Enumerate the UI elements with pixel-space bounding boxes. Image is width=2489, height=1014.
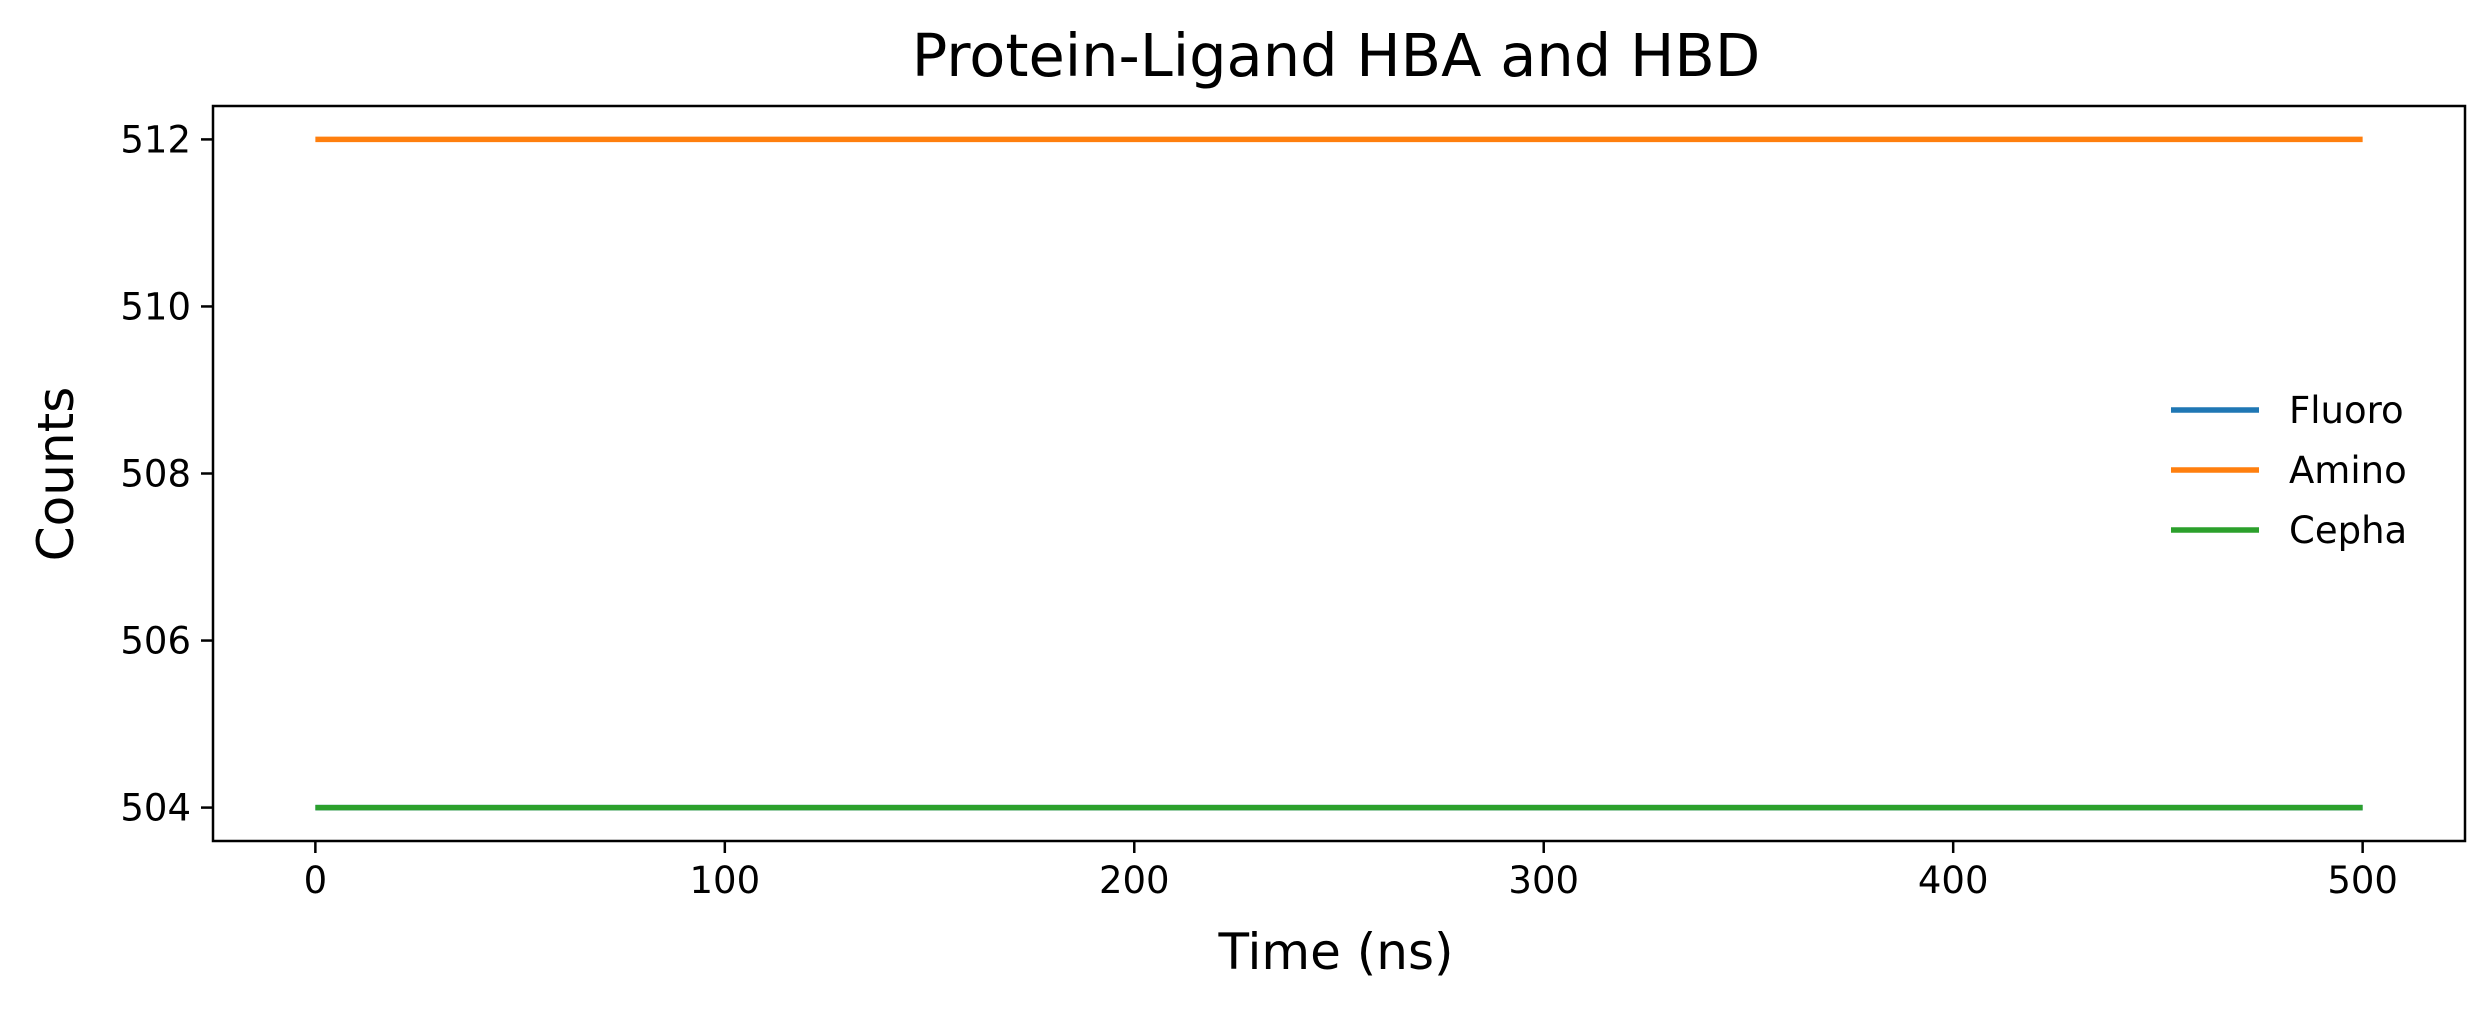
y-axis-label: Counts bbox=[27, 387, 85, 562]
chart-title: Protein-Ligand HBA and HBD bbox=[912, 21, 1761, 90]
legend-label-amino: Amino bbox=[2289, 449, 2407, 492]
y-tick-label: 512 bbox=[120, 118, 191, 161]
x-tick-label: 100 bbox=[690, 859, 761, 902]
y-tick-label: 510 bbox=[120, 285, 191, 328]
y-axis: 504 506 508 510 512 bbox=[120, 118, 213, 830]
y-tick-label: 508 bbox=[120, 453, 191, 496]
y-tick-label: 506 bbox=[120, 620, 191, 663]
x-tick-label: 500 bbox=[2327, 859, 2398, 902]
x-axis-label: Time (ns) bbox=[1217, 923, 1453, 981]
x-axis: 0 100 200 300 400 500 bbox=[304, 841, 2398, 902]
legend-label-fluoro: Fluoro bbox=[2289, 389, 2404, 432]
plot-area bbox=[211, 104, 2467, 843]
series-layer bbox=[315, 136, 2363, 811]
x-tick-label: 400 bbox=[1918, 859, 1989, 902]
legend: Fluoro Amino Cepha bbox=[2171, 389, 2407, 552]
x-tick-label: 0 bbox=[304, 859, 328, 902]
x-tick-label: 200 bbox=[1099, 859, 1170, 902]
legend-label-cepha: Cepha bbox=[2289, 509, 2407, 552]
x-tick-label: 300 bbox=[1508, 859, 1579, 902]
y-tick-label: 504 bbox=[120, 787, 191, 830]
